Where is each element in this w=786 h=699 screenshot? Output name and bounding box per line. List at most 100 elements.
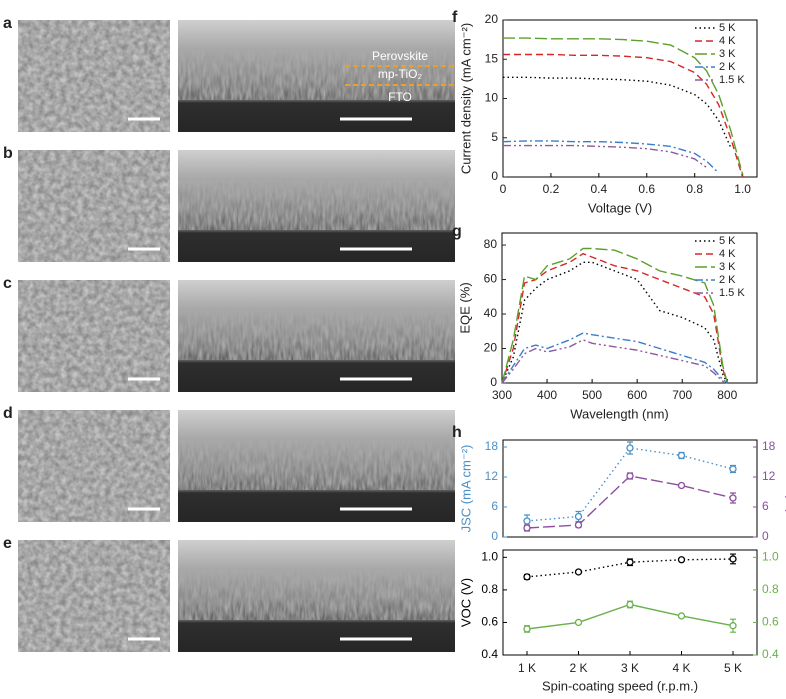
- data-point: [729, 465, 737, 473]
- y-tick-label: 10: [485, 91, 499, 105]
- x-axis-label: Wavelength (nm): [570, 406, 669, 421]
- sem-texture: [178, 180, 455, 230]
- data-point: [677, 556, 686, 564]
- data-point: [729, 555, 737, 563]
- data-point: [677, 481, 686, 490]
- data-point: [523, 517, 531, 525]
- y-tick-label: 0.8: [481, 582, 498, 596]
- y-axis-label: VOC (V): [458, 578, 473, 627]
- x-tick-label: 1 K: [518, 661, 536, 675]
- y-axis-label: Current density (mA cm⁻²): [458, 23, 473, 174]
- sem-texture: [18, 280, 170, 392]
- data-point: [574, 512, 583, 521]
- y2-axis-label: FF: [785, 595, 786, 611]
- y2-tick-label: 18: [762, 439, 776, 453]
- x-tick-label: 5 K: [724, 661, 742, 675]
- sem-texture: [178, 310, 455, 360]
- legend-label: 4 K: [719, 35, 736, 47]
- x-tick-label: 700: [672, 388, 692, 402]
- y2-tick-label: 1.0: [762, 549, 779, 563]
- sem-texture: [178, 570, 455, 620]
- data-point: [574, 618, 583, 627]
- panel-label: g: [452, 223, 462, 240]
- y-tick-label: 0.4: [481, 647, 498, 661]
- layer-label: Perovskite: [372, 49, 428, 63]
- panel-label: c: [3, 275, 12, 292]
- y-tick-label: 0.6: [481, 615, 498, 629]
- legend-label: 1.5 K: [719, 74, 745, 86]
- legend-label: 2 K: [719, 61, 736, 73]
- panel-label: d: [3, 405, 13, 422]
- panel-label: a: [3, 15, 12, 32]
- y-tick-label: 5: [491, 130, 498, 144]
- data-point: [574, 521, 583, 529]
- sem-texture: [18, 150, 170, 262]
- y2-axis-label: PCE (%): [785, 463, 786, 514]
- series-line: [501, 252, 728, 384]
- x-tick-label: 0.4: [591, 182, 608, 196]
- y-tick-label: 0: [491, 529, 498, 543]
- x-tick-label: 2 K: [569, 661, 587, 675]
- x-tick-label: 300: [492, 388, 512, 402]
- legend-label: 3 K: [719, 261, 736, 273]
- x-axis-label: Voltage (V): [588, 200, 652, 215]
- layer-label: FTO: [388, 90, 412, 104]
- y2-tick-label: 0.4: [762, 647, 779, 661]
- data-point: [677, 451, 686, 460]
- sem-images: [18, 20, 455, 652]
- series-line: [503, 76, 732, 148]
- y-tick-label: 6: [491, 499, 498, 513]
- series-line: [502, 140, 720, 174]
- y-tick-label: 18: [485, 439, 499, 453]
- data-point: [523, 524, 531, 532]
- data-point: [574, 568, 583, 576]
- sem-texture: [18, 540, 170, 652]
- legend-label: 4 K: [719, 248, 736, 260]
- data-point: [626, 472, 634, 480]
- y2-tick-label: 0: [762, 529, 769, 543]
- series-line: [501, 247, 728, 384]
- data-point: [523, 625, 531, 633]
- y-tick-label: 12: [485, 469, 499, 483]
- data-point: [677, 612, 686, 620]
- sem-texture: [18, 410, 170, 522]
- x-tick-label: 0.8: [686, 182, 703, 196]
- x-tick-label: 0.6: [638, 182, 655, 196]
- y2-tick-label: 0.6: [762, 615, 779, 629]
- x-axis-label: Spin-coating speed (r.p.m.): [542, 678, 698, 693]
- series-line: [501, 339, 728, 384]
- y-axis-label: EQE (%): [457, 282, 472, 333]
- series-line: [501, 332, 728, 384]
- y-tick-label: 0: [490, 375, 497, 389]
- y-tick-label: 20: [485, 12, 499, 26]
- panel-label: h: [452, 424, 462, 441]
- layer-label: mp-TiO₂: [378, 67, 423, 81]
- data-point: [626, 558, 634, 566]
- x-tick-label: 1.0: [734, 182, 751, 196]
- legend-label: 2 K: [719, 274, 736, 286]
- x-tick-label: 400: [537, 388, 557, 402]
- data-point: [626, 600, 634, 609]
- y2-tick-label: 12: [762, 469, 776, 483]
- y2-tick-label: 6: [762, 499, 769, 513]
- x-tick-label: 500: [582, 388, 602, 402]
- y2-tick-label: 0.8: [762, 582, 779, 596]
- legend-label: 5 K: [719, 235, 736, 247]
- legend-label: 3 K: [719, 48, 736, 60]
- data-point: [523, 573, 531, 581]
- y-tick-label: 80: [484, 237, 498, 251]
- y-tick-label: 0: [491, 169, 498, 183]
- sem-texture: [178, 50, 455, 100]
- series-line: [503, 53, 744, 178]
- legend-label: 5 K: [719, 22, 736, 34]
- panel-label: b: [3, 145, 13, 162]
- data-point: [729, 622, 737, 630]
- x-tick-label: 0: [500, 182, 507, 196]
- series-line: [501, 261, 728, 384]
- series-line: [503, 37, 744, 175]
- y-tick-label: 40: [484, 306, 498, 320]
- y-tick-label: 60: [484, 272, 498, 286]
- data-point: [729, 494, 737, 502]
- y-axis-label: JSC (mA cm⁻²): [458, 445, 473, 533]
